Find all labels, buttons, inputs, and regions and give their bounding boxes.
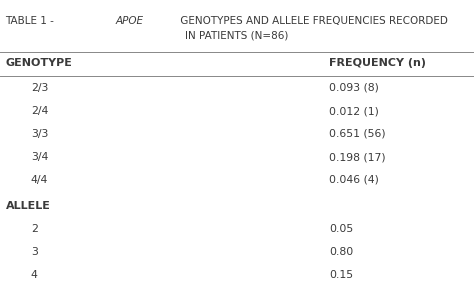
- Text: GENOTYPES AND ALLELE FREQUENCIES RECORDED: GENOTYPES AND ALLELE FREQUENCIES RECORDE…: [177, 16, 447, 26]
- Text: 0.651 (56): 0.651 (56): [329, 129, 386, 139]
- Text: 2/4: 2/4: [31, 106, 48, 116]
- Text: 3: 3: [31, 247, 38, 257]
- Text: TABLE 1 -: TABLE 1 -: [5, 16, 57, 26]
- Text: APOE: APOE: [115, 16, 143, 26]
- Text: 2/3: 2/3: [31, 83, 48, 93]
- Text: 4/4: 4/4: [31, 175, 48, 185]
- Text: GENOTYPE: GENOTYPE: [6, 58, 73, 68]
- Text: 0.15: 0.15: [329, 270, 354, 280]
- Text: FREQUENCY (n): FREQUENCY (n): [329, 58, 427, 68]
- Text: IN PATIENTS (N=86): IN PATIENTS (N=86): [185, 30, 289, 40]
- Text: ALLELE: ALLELE: [6, 201, 51, 211]
- Text: 3/4: 3/4: [31, 152, 48, 162]
- Text: 0.198 (17): 0.198 (17): [329, 152, 386, 162]
- Text: 4: 4: [31, 270, 38, 280]
- Text: 0.093 (8): 0.093 (8): [329, 83, 379, 93]
- Text: 0.05: 0.05: [329, 224, 354, 234]
- Text: 0.012 (1): 0.012 (1): [329, 106, 379, 116]
- Text: 3/3: 3/3: [31, 129, 48, 139]
- Text: 0.80: 0.80: [329, 247, 354, 257]
- Text: 2: 2: [31, 224, 38, 234]
- Text: 0.046 (4): 0.046 (4): [329, 175, 379, 185]
